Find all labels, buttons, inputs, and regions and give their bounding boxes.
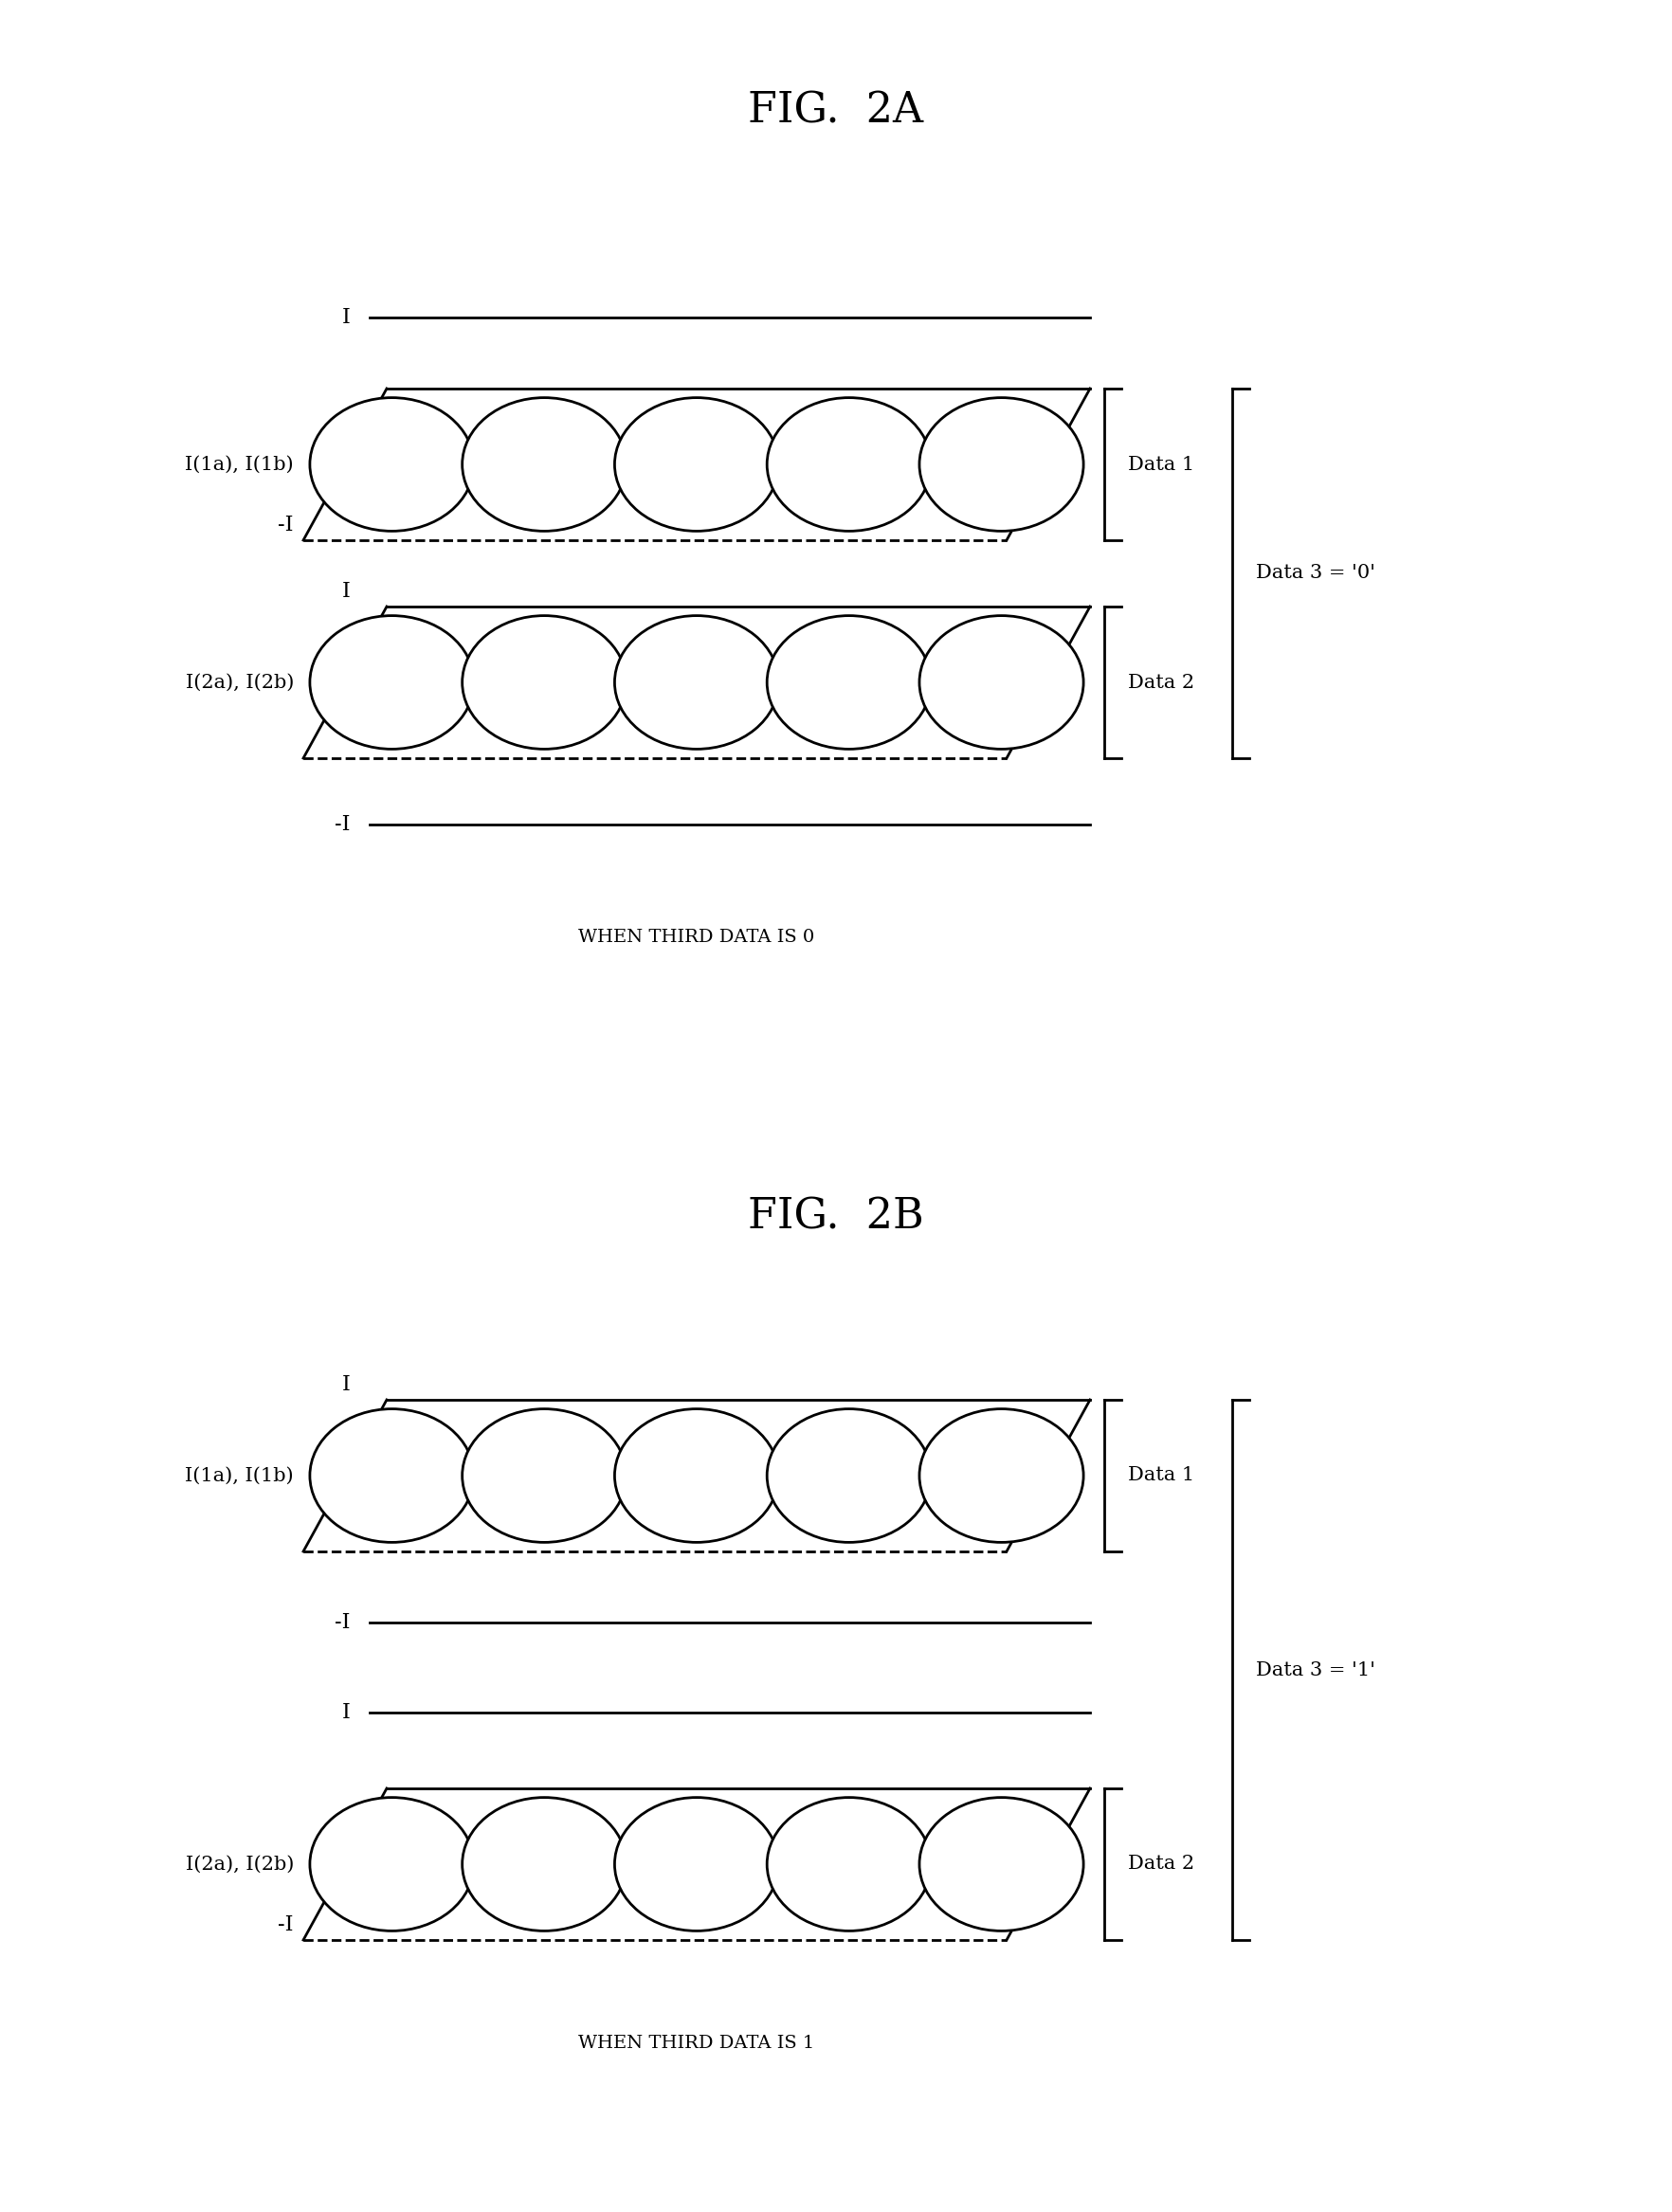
Ellipse shape (920, 1798, 1083, 1931)
Text: FIG.  2A: FIG. 2A (749, 91, 923, 131)
Ellipse shape (309, 1798, 473, 1931)
Text: -I: -I (278, 1913, 294, 1936)
Text: -I: -I (334, 1613, 351, 1632)
Text: I: I (343, 1374, 351, 1396)
Ellipse shape (615, 615, 779, 750)
Ellipse shape (920, 615, 1083, 750)
Text: Data 3 = '0': Data 3 = '0' (1256, 564, 1376, 582)
Ellipse shape (615, 398, 779, 531)
Text: Data 2: Data 2 (1129, 1856, 1194, 1874)
Text: I: I (343, 1701, 351, 1723)
Text: I(2a), I(2b): I(2a), I(2b) (186, 672, 294, 692)
Text: FIG.  2B: FIG. 2B (747, 1197, 925, 1237)
Ellipse shape (461, 398, 627, 531)
Text: I(2a), I(2b): I(2a), I(2b) (186, 1856, 294, 1874)
Text: I(1a), I(1b): I(1a), I(1b) (186, 1467, 294, 1484)
Ellipse shape (767, 398, 931, 531)
Text: I(1a), I(1b): I(1a), I(1b) (186, 456, 294, 473)
Ellipse shape (461, 615, 627, 750)
Text: Data 3 = '1': Data 3 = '1' (1256, 1661, 1376, 1679)
Ellipse shape (309, 1409, 473, 1542)
Ellipse shape (767, 1798, 931, 1931)
Ellipse shape (309, 398, 473, 531)
Text: Data 1: Data 1 (1129, 1467, 1194, 1484)
Text: -I: -I (278, 515, 294, 535)
Text: WHEN THIRD DATA IS 1: WHEN THIRD DATA IS 1 (579, 2035, 814, 2053)
Ellipse shape (309, 615, 473, 750)
Ellipse shape (767, 615, 931, 750)
Ellipse shape (767, 1409, 931, 1542)
Ellipse shape (615, 1409, 779, 1542)
Ellipse shape (920, 398, 1083, 531)
Ellipse shape (461, 1409, 627, 1542)
Ellipse shape (461, 1798, 627, 1931)
Text: -I: -I (334, 814, 351, 834)
Text: Data 2: Data 2 (1129, 672, 1194, 692)
Text: I: I (343, 582, 351, 602)
Text: WHEN THIRD DATA IS 0: WHEN THIRD DATA IS 0 (579, 929, 814, 947)
Ellipse shape (920, 1409, 1083, 1542)
Text: Data 1: Data 1 (1129, 456, 1194, 473)
Text: I: I (343, 307, 351, 327)
Ellipse shape (615, 1798, 779, 1931)
